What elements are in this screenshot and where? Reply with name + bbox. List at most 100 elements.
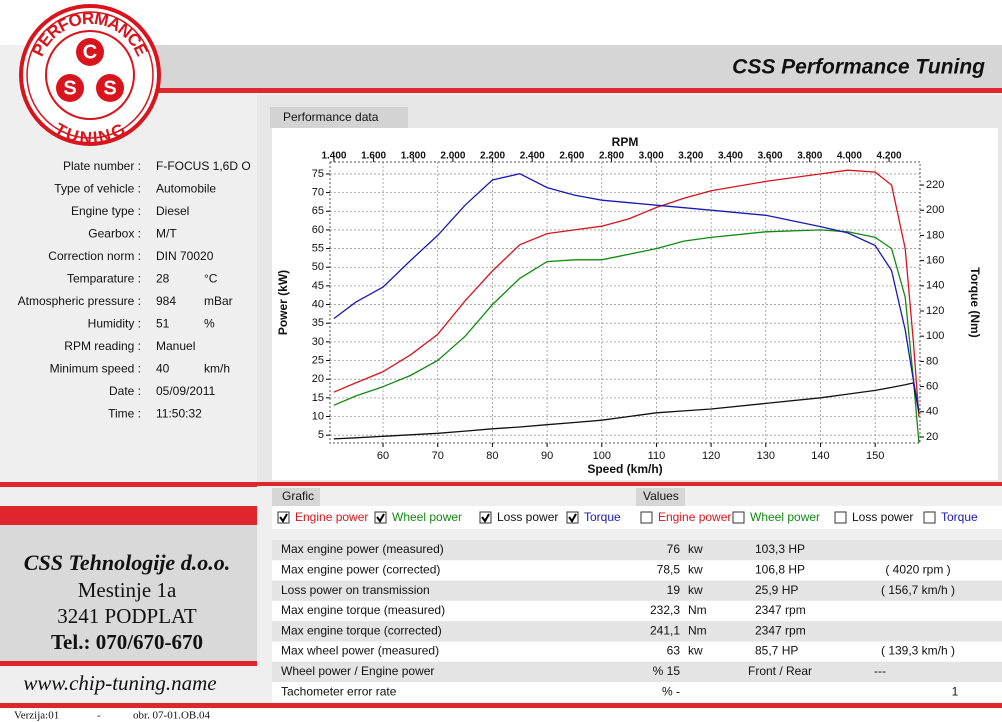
value-option: Loss power — [852, 510, 913, 524]
x-tick-label: 150 — [866, 450, 884, 462]
info-value: 984 — [156, 294, 176, 308]
x2-tick-label: 1.800 — [401, 151, 426, 162]
y-tick-label: 65 — [312, 205, 324, 217]
info-unit: % — [204, 317, 215, 331]
company-web[interactable]: www.chip-tuning.name — [23, 671, 216, 695]
row-extra: 25,9 HP — [755, 583, 798, 597]
title-bar — [150, 45, 1002, 88]
row-value: 241,1 — [650, 623, 680, 637]
row-value: % 15 — [653, 664, 681, 678]
row-unit: kw — [688, 542, 703, 556]
info-label: Minimum speed : — [50, 362, 141, 376]
checkmark — [376, 513, 385, 523]
x-tick-label: 70 — [432, 450, 444, 462]
plot-frame — [329, 161, 921, 444]
info-label: Temparature : — [67, 272, 141, 286]
row-extra: 106,8 HP — [755, 562, 805, 576]
info-label: Engine type : — [71, 204, 141, 218]
info-label: Correction norm : — [48, 249, 141, 263]
table-row — [272, 682, 1002, 703]
info-value: Automobile — [156, 182, 216, 196]
logo-letter: C — [83, 41, 97, 63]
y-tick-label: 15 — [312, 392, 324, 404]
title-stripe — [150, 88, 1002, 93]
info-value: Diesel — [156, 204, 189, 218]
y-tick-label: 40 — [312, 298, 324, 310]
y2-tick-label: 60 — [926, 380, 938, 392]
x2-tick-label: 2.200 — [480, 151, 505, 162]
x-tick-label: 80 — [486, 450, 498, 462]
table-row — [272, 540, 1002, 561]
y-tick-label: 45 — [312, 280, 324, 292]
y2-tick-label: 140 — [926, 280, 944, 292]
company-phone: Tel.: 070/670-670 — [51, 630, 203, 654]
top-axis-title: RPM — [612, 135, 639, 149]
x2-tick-label: 4.000 — [837, 151, 862, 162]
y-tick-label: 50 — [312, 261, 324, 273]
y2-tick-label: 120 — [926, 305, 944, 317]
tab[interactable] — [270, 107, 408, 128]
table-row — [272, 621, 1002, 642]
tab[interactable] — [272, 488, 320, 506]
checkbox-row — [272, 506, 1002, 529]
logo-blob — [96, 74, 124, 102]
x2-tick-label: 2.400 — [520, 151, 545, 162]
company-box — [0, 525, 257, 661]
row-extra: 2347 rpm — [755, 623, 806, 637]
checkbox[interactable] — [640, 511, 653, 524]
row-value: 19 — [667, 583, 681, 597]
page-title: CSS Performance Tuning — [732, 56, 985, 79]
x-tick-label: 140 — [811, 450, 829, 462]
x2-tick-label: 1.600 — [361, 151, 386, 162]
checkmark — [568, 513, 577, 523]
info-label: Atmospheric pressure : — [18, 294, 141, 308]
info-label: Date : — [109, 384, 141, 398]
row-label: Wheel power / Engine power — [281, 664, 434, 678]
checkbox[interactable] — [566, 511, 579, 524]
info-label: Gearbox : — [88, 227, 141, 241]
tab-label[interactable]: Performance data — [283, 110, 379, 124]
row-label: Max engine torque (measured) — [281, 603, 445, 617]
checkbox[interactable] — [479, 511, 492, 524]
checkbox[interactable] — [277, 511, 290, 524]
logo-letter: S — [103, 77, 116, 99]
y2-tick-label: 200 — [926, 204, 944, 216]
footer-text: - — [97, 710, 101, 722]
row-value: % - — [662, 684, 680, 698]
y-tick-label: 70 — [312, 187, 324, 199]
y-tick-label: 20 — [312, 373, 324, 385]
row-label: Max engine power (measured) — [281, 542, 444, 556]
row-extra: 103,3 HP — [755, 542, 805, 556]
stripe — [0, 661, 257, 666]
checkbox[interactable] — [923, 511, 936, 524]
info-label: Plate number : — [63, 159, 141, 173]
row-unit: Nm — [688, 623, 707, 637]
tab[interactable] — [636, 488, 685, 506]
series-line — [333, 173, 920, 411]
x2-tick-label: 2.800 — [599, 151, 624, 162]
row-value: 78,5 — [657, 562, 681, 576]
y-tick-label: 75 — [312, 168, 324, 180]
y2-axis-label: Torque (Nm) — [968, 267, 982, 337]
x-tick-label: 90 — [541, 450, 553, 462]
row-label: Tachometer error rate — [281, 684, 397, 698]
row-note: ( 156,7 km/h ) — [881, 583, 955, 597]
value-option: Engine power — [658, 510, 731, 524]
x-tick-label: 120 — [702, 450, 720, 462]
info-value: 28 — [156, 272, 170, 286]
row-label: Max wheel power (measured) — [281, 644, 439, 658]
y2-tick-label: 20 — [926, 431, 938, 443]
info-label: Type of vehicle : — [54, 182, 141, 196]
checkbox[interactable] — [374, 511, 387, 524]
stripe — [0, 506, 257, 525]
company-name: CSS Tehnologije d.o.o. — [24, 550, 230, 575]
row-unit: kw — [688, 562, 703, 576]
info-unit: mBar — [204, 294, 233, 308]
y2-tick-label: 40 — [926, 406, 938, 418]
y-tick-label: 35 — [312, 317, 324, 329]
info-label: RPM reading : — [64, 339, 141, 353]
logo-blob — [76, 38, 104, 66]
x-tick-label: 130 — [757, 450, 775, 462]
checkbox[interactable] — [834, 511, 847, 524]
checkbox[interactable] — [732, 511, 745, 524]
